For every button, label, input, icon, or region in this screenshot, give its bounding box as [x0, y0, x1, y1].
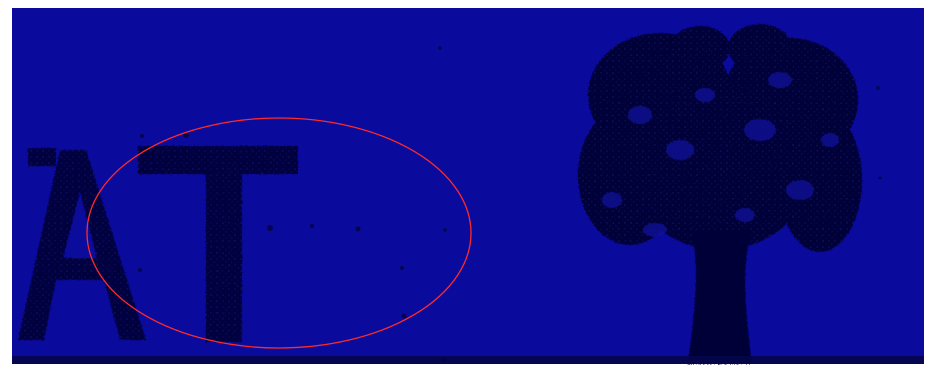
ground-line [12, 356, 924, 364]
letters-silhouette [18, 146, 298, 342]
annotation-ellipse [86, 117, 472, 349]
tree-silhouette [578, 24, 862, 364]
